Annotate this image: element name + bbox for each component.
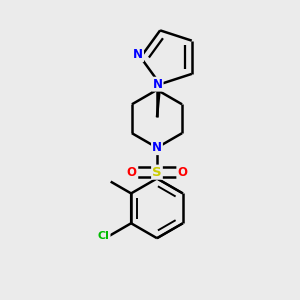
- Text: N: N: [153, 78, 163, 91]
- Text: N: N: [152, 141, 162, 154]
- Text: S: S: [152, 166, 162, 179]
- Text: Cl: Cl: [98, 231, 109, 241]
- Text: O: O: [127, 166, 136, 179]
- Text: N: N: [133, 48, 143, 61]
- Text: O: O: [177, 166, 188, 179]
